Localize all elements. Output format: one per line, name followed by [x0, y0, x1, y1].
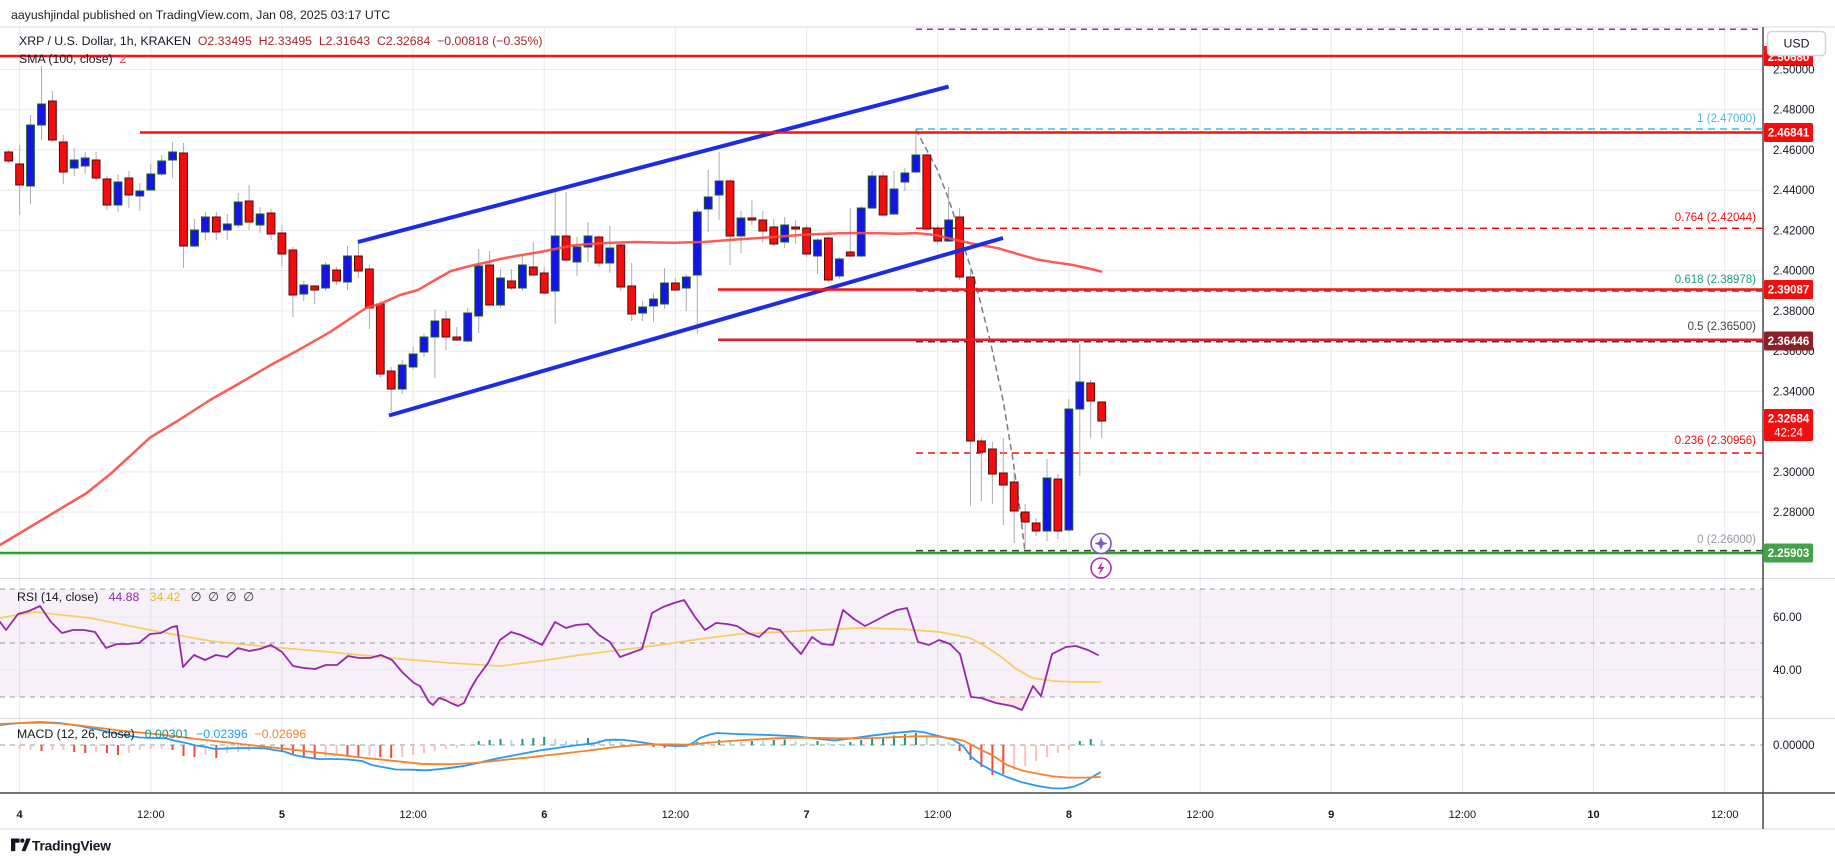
svg-text:2.46000: 2.46000 — [1773, 145, 1815, 157]
svg-text:12:00: 12:00 — [399, 809, 427, 821]
svg-text:2.30000: 2.30000 — [1773, 467, 1815, 479]
svg-text:RSI (14, close) 44.88 34.4: RSI (14, close) 44.88 34.42 ∅ ∅ ∅ ∅ — [17, 590, 254, 604]
svg-text:0.236 (2.30956): 0.236 (2.30956) — [1675, 435, 1756, 447]
svg-text:2.46841: 2.46841 — [1768, 128, 1810, 140]
svg-text:12:00: 12:00 — [1449, 809, 1477, 821]
svg-text:2.42000: 2.42000 — [1773, 225, 1815, 237]
svg-text:0.618 (2.38978): 0.618 (2.38978) — [1675, 274, 1756, 286]
svg-text:2.39087: 2.39087 — [1768, 285, 1810, 297]
svg-text:42:24: 42:24 — [1774, 428, 1803, 440]
svg-text:0.00000: 0.00000 — [1773, 740, 1815, 752]
svg-text:2.25903: 2.25903 — [1768, 548, 1810, 560]
svg-text:7: 7 — [804, 809, 810, 821]
svg-text:2.50000: 2.50000 — [1773, 65, 1815, 77]
svg-text:10: 10 — [1587, 809, 1599, 821]
svg-text:0.5 (2.36500): 0.5 (2.36500) — [1688, 321, 1757, 333]
svg-text:12:00: 12:00 — [137, 809, 165, 821]
svg-text:12:00: 12:00 — [1711, 809, 1739, 821]
svg-text:0 (2.26000): 0 (2.26000) — [1697, 534, 1756, 546]
svg-text:9: 9 — [1328, 809, 1334, 821]
svg-text:TradingView: TradingView — [32, 839, 111, 854]
svg-text:2.32684: 2.32684 — [1768, 414, 1810, 426]
svg-text:XRP / U.S. Dollar, 1h, KRAKEN: XRP / U.S. Dollar, 1h, KRAKEN O2.33495 H… — [19, 34, 542, 48]
svg-text:2.40000: 2.40000 — [1773, 266, 1815, 278]
svg-text:aayushjindal published on Trad: aayushjindal published on TradingView.co… — [11, 8, 390, 22]
svg-text:2.34000: 2.34000 — [1773, 386, 1815, 398]
svg-text:12:00: 12:00 — [662, 809, 690, 821]
svg-text:2.38000: 2.38000 — [1773, 306, 1815, 318]
svg-text:1 (2.47000): 1 (2.47000) — [1697, 113, 1756, 125]
svg-text:MACD (12, 26, close) 0.00301: MACD (12, 26, close) 0.00301 −0.02396 −0… — [17, 727, 306, 741]
svg-text:USD: USD — [1784, 37, 1810, 51]
svg-text:2.48000: 2.48000 — [1773, 105, 1815, 117]
svg-text:SMA (100, close) 2: SMA (100, close) 2 — [19, 52, 126, 66]
svg-text:6: 6 — [541, 809, 547, 821]
svg-text:12:00: 12:00 — [924, 809, 952, 821]
svg-text:0.764 (2.42044): 0.764 (2.42044) — [1675, 212, 1756, 224]
svg-text:40.00: 40.00 — [1773, 665, 1802, 677]
svg-text:5: 5 — [279, 809, 285, 821]
svg-text:8: 8 — [1066, 809, 1072, 821]
svg-text:12:00: 12:00 — [1186, 809, 1214, 821]
svg-text:60.00: 60.00 — [1773, 612, 1802, 624]
svg-text:2.28000: 2.28000 — [1773, 507, 1815, 519]
svg-text:2.36446: 2.36446 — [1768, 336, 1810, 348]
svg-text:2.44000: 2.44000 — [1773, 185, 1815, 197]
svg-text:4: 4 — [17, 809, 24, 821]
